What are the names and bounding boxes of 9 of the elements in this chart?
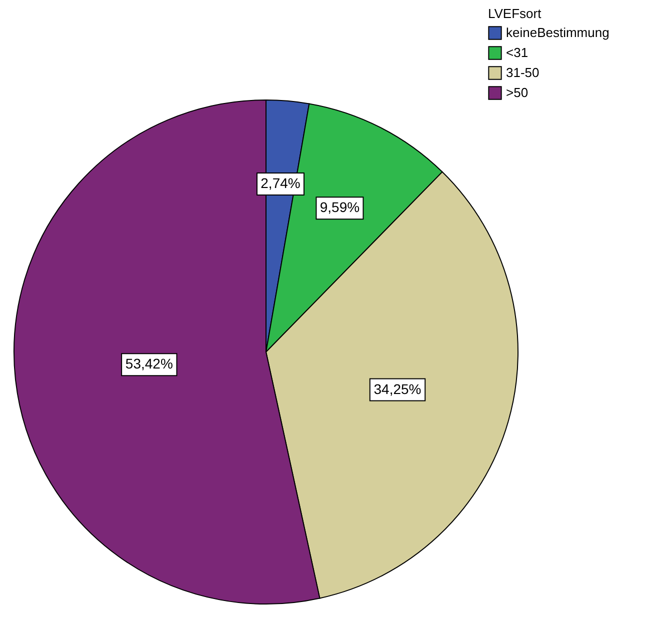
legend-label: >50 bbox=[506, 85, 528, 100]
data-label: 34,25% bbox=[374, 380, 422, 397]
data-label: 9,59% bbox=[320, 199, 360, 216]
legend-label: keineBestimmung bbox=[506, 25, 610, 40]
data-label: 53,42% bbox=[125, 356, 173, 372]
legend-label: <31 bbox=[506, 45, 528, 60]
legend-title: LVEFsort bbox=[488, 6, 542, 21]
data-label: 2,74% bbox=[260, 175, 300, 192]
legend-label: 31-50 bbox=[506, 65, 540, 80]
